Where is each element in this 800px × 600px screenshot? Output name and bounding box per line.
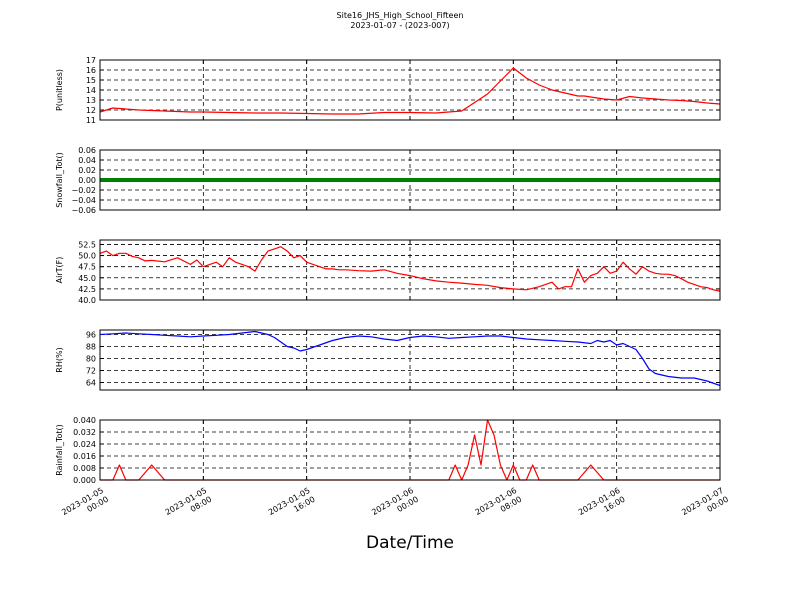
x-tick-label-0: 2023-01-0500:00 (60, 486, 110, 526)
panel-3-ytick-label-2: 45.0 (78, 274, 96, 283)
panel-1-ytick-label-1: 12 (86, 106, 96, 115)
panel-3-ytick-label-0: 40.0 (78, 296, 96, 305)
panel-2-ytick-label-2: −0.02 (71, 186, 96, 195)
panel-3-ytick-label-4: 50.0 (78, 252, 96, 261)
panel-1-frame (99, 59, 721, 121)
panel-3-ytick-label-1: 42.5 (78, 285, 96, 294)
panel-5-ytick-label-3: 0.024 (73, 440, 96, 449)
panel-2-ytick-label-1: −0.04 (71, 196, 96, 205)
panel-1-ytick-label-0: 11 (86, 116, 96, 125)
figure-subtitle: 2023-01-07 - (2023-007) (350, 21, 450, 30)
panel-1-ytick-label-2: 13 (86, 96, 96, 105)
panel-2-frame (99, 149, 721, 211)
panel-2-ylabel: Snowfall_Tot() (55, 152, 64, 208)
figure-title: Site16_JHS_High_School_Fifteen (336, 11, 464, 20)
panel-1-ytick-label-5: 16 (86, 66, 96, 75)
panel-5-ytick-label-4: 0.032 (73, 428, 96, 437)
panel-1-ytick-label-6: 17 (86, 56, 96, 65)
panel-1-ytick-label-4: 15 (86, 76, 96, 85)
x-tick-label-1: 2023-01-0508:00 (164, 486, 214, 526)
panel-3-ytick-label-3: 47.5 (78, 263, 96, 272)
panel-3-frame (99, 239, 721, 301)
panel-5-ylabel: Rainfall_Tot() (55, 424, 64, 476)
panel-2-ytick-label-0: −0.06 (71, 206, 96, 215)
panel-5-ytick-label-0: 0.000 (73, 476, 96, 485)
panel-3-series-line (99, 246, 721, 292)
panel-4-ytick-label-4: 96 (86, 331, 96, 340)
panel-2-ytick-label-3: 0.00 (78, 176, 96, 185)
panel-3-ylabel: AirT(F) (55, 257, 64, 284)
panel-1-ytick-label-3: 14 (86, 86, 96, 95)
panel-2-ytick-label-4: 0.02 (78, 166, 96, 175)
panel-4-series-line (99, 330, 721, 387)
panel-2-ytick-label-6: 0.06 (78, 146, 96, 155)
panel-5-ytick-label-5: 0.040 (73, 416, 96, 425)
panel-1-ylabel: P(unitless) (55, 69, 64, 111)
x-axis-label: Date/Time (366, 533, 454, 553)
panel-5-frame (99, 419, 721, 481)
panel-4-ytick-label-1: 72 (86, 367, 96, 376)
x-tick-label-6: 2023-01-0700:00 (680, 486, 730, 526)
panel-4-frame (99, 329, 721, 391)
x-tick-label-3: 2023-01-0600:00 (370, 486, 420, 526)
panel-3-ytick-label-5: 52.5 (78, 240, 96, 249)
x-tick-label-4: 2023-01-0608:00 (474, 486, 524, 526)
x-tick-label-2: 2023-01-0516:00 (267, 486, 317, 526)
panel-4-ytick-label-0: 64 (86, 379, 96, 388)
panel-2-ytick-label-5: 0.04 (78, 156, 96, 165)
panel-4-ylabel: RH(%) (55, 347, 64, 372)
panel-5-ytick-label-2: 0.016 (73, 452, 96, 461)
x-tick-label-5: 2023-01-0616:00 (577, 486, 627, 526)
panel-4-ytick-label-2: 80 (86, 355, 96, 364)
panel-4-ytick-label-3: 88 (86, 343, 96, 352)
panel-1-series-line (99, 67, 721, 115)
panel-5-ytick-label-1: 0.008 (73, 464, 96, 473)
